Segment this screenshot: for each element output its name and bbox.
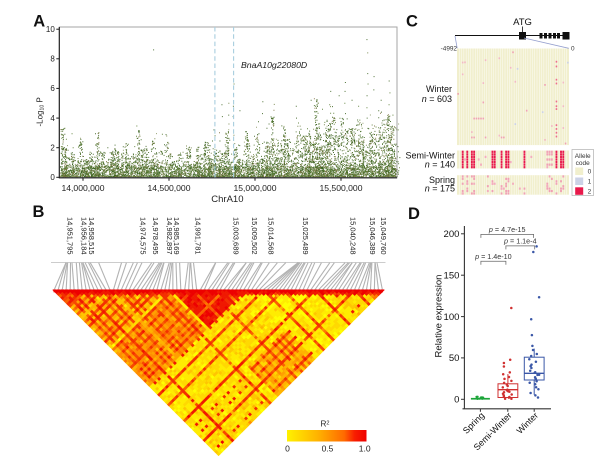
svg-text:-Log10 P: -Log10 P	[36, 97, 46, 126]
svg-text:p = 4.7e-15: p = 4.7e-15	[488, 225, 526, 234]
svg-text:n = 140: n = 140	[425, 159, 455, 169]
svg-text:D: D	[408, 205, 420, 223]
svg-text:200: 200	[444, 229, 460, 240]
svg-text:2: 2	[588, 188, 592, 195]
svg-text:C: C	[406, 12, 418, 30]
svg-text:6: 6	[50, 84, 55, 93]
svg-text:14,956,184: 14,956,184	[79, 217, 88, 255]
svg-text:Winter: Winter	[426, 84, 452, 94]
svg-text:15,040,248: 15,040,248	[349, 217, 358, 255]
svg-text:p = 1.1e-4: p = 1.1e-4	[503, 237, 537, 246]
svg-text:ChrA10: ChrA10	[211, 194, 243, 205]
svg-text:15,009,502: 15,009,502	[250, 217, 259, 255]
svg-text:4: 4	[50, 114, 55, 123]
svg-text:A: A	[33, 12, 45, 30]
svg-text:0: 0	[50, 173, 55, 182]
svg-text:10: 10	[46, 25, 55, 34]
svg-text:14,982,897: 14,982,897	[165, 217, 174, 255]
svg-text:15,000,000: 15,000,000	[233, 183, 276, 193]
svg-text:14,991,781: 14,991,781	[193, 217, 202, 255]
svg-text:150: 150	[444, 271, 460, 282]
svg-text:14,951,795: 14,951,795	[65, 217, 74, 255]
svg-text:15,025,489: 15,025,489	[301, 217, 310, 255]
svg-text:0: 0	[588, 169, 592, 176]
svg-text:15,500,000: 15,500,000	[319, 183, 362, 193]
svg-text:14,500,000: 14,500,000	[147, 183, 190, 193]
svg-text:100: 100	[444, 312, 460, 323]
svg-text:14,985,169: 14,985,169	[172, 217, 181, 255]
svg-text:14,958,515: 14,958,515	[87, 217, 96, 255]
svg-text:50: 50	[449, 353, 460, 364]
svg-text:Spring: Spring	[429, 175, 455, 185]
svg-text:15,014,568: 15,014,568	[266, 217, 275, 255]
svg-text:1: 1	[588, 179, 592, 186]
svg-text:1.0: 1.0	[359, 444, 371, 454]
svg-text:Allele: Allele	[575, 153, 591, 160]
svg-text:p = 1.4e-10: p = 1.4e-10	[474, 252, 512, 261]
svg-text:0.5: 0.5	[322, 444, 334, 454]
svg-text:R2: R2	[320, 420, 329, 429]
svg-text:BnaA10g22080D: BnaA10g22080D	[241, 60, 307, 70]
svg-text:15,003,689: 15,003,689	[232, 217, 241, 255]
svg-text:15,049,760: 15,049,760	[379, 217, 388, 255]
svg-text:Relative expression: Relative expression	[434, 275, 445, 358]
svg-text:code: code	[576, 160, 590, 167]
svg-text:0: 0	[571, 46, 575, 53]
svg-text:0: 0	[454, 395, 459, 406]
svg-text:15,046,389: 15,046,389	[368, 217, 377, 255]
svg-text:2: 2	[50, 144, 55, 153]
svg-text:8: 8	[50, 55, 55, 64]
svg-text:B: B	[33, 203, 45, 221]
svg-text:0: 0	[285, 444, 290, 454]
svg-text:n = 175: n = 175	[425, 184, 455, 194]
svg-text:-4992: -4992	[441, 46, 458, 53]
svg-text:ATG: ATG	[513, 17, 532, 28]
svg-text:14,978,495: 14,978,495	[151, 217, 160, 255]
svg-text:14,974,575: 14,974,575	[138, 217, 147, 255]
svg-text:n = 603: n = 603	[422, 94, 452, 104]
svg-text:14,000,000: 14,000,000	[61, 183, 104, 193]
svg-text:Semi-Winter: Semi-Winter	[405, 151, 455, 161]
